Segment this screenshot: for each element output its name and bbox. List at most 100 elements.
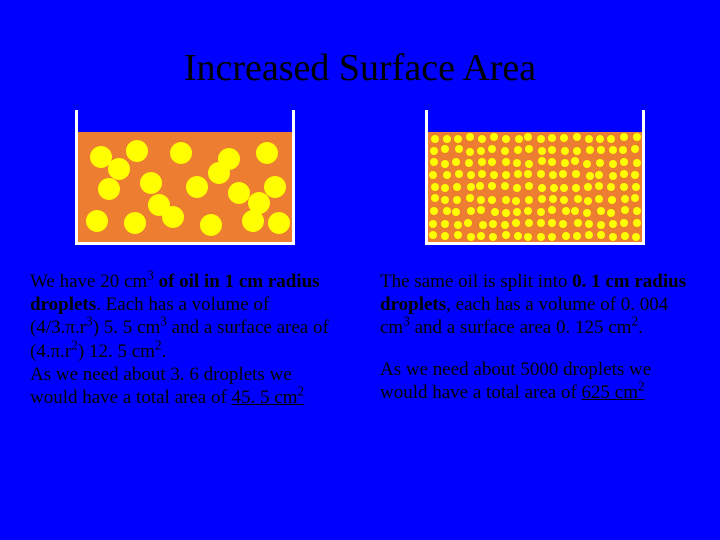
oil-droplet-small (559, 220, 567, 228)
oil-droplet-small (550, 184, 558, 192)
right-paragraph-1: The same oil is split into 0. 1 cm radiu… (380, 270, 690, 340)
oil-droplet-small (441, 184, 449, 192)
oil-droplet-small (633, 207, 641, 215)
oil-droplet-small (620, 170, 628, 178)
oil-droplet-small (597, 221, 605, 229)
oil-droplet-small (633, 219, 641, 227)
oil-droplet-small (454, 231, 462, 239)
oil-droplet-small (584, 183, 592, 191)
oil-droplet-small (453, 183, 461, 191)
oil-droplet-small (621, 232, 629, 240)
oil-droplet-large (268, 212, 290, 234)
oil-droplet-small (631, 171, 639, 179)
oil-droplet-small (502, 196, 510, 204)
oil-droplet-small (512, 219, 520, 227)
oil-droplet-small (431, 183, 439, 191)
right-column: The same oil is split into 0. 1 cm radiu… (380, 110, 690, 409)
oil-droplet-small (561, 147, 569, 155)
left-column: We have 20 cm3 of oil in 1 cm radius dro… (30, 110, 340, 409)
oil-droplet-small (430, 147, 438, 155)
oil-droplet-large (124, 212, 146, 234)
beaker-wall-right (292, 110, 295, 245)
beaker-wall-right (642, 110, 645, 245)
oil-droplet-small (512, 197, 520, 205)
oil-droplet-small (560, 184, 568, 192)
oil-droplet-small (443, 207, 451, 215)
oil-droplet-small (488, 145, 496, 153)
oil-droplet-small (548, 134, 556, 142)
oil-droplet-small (502, 231, 510, 239)
oil-droplet-large (208, 162, 230, 184)
oil-droplet-small (537, 208, 545, 216)
oil-droplet-small (584, 197, 592, 205)
oil-droplet-small (490, 133, 498, 141)
left-fluid (78, 132, 292, 242)
oil-droplet-small (585, 220, 593, 228)
oil-droplet-small (537, 135, 545, 143)
oil-droplet-small (502, 158, 510, 166)
oil-droplet-small (477, 147, 485, 155)
oil-droplet-small (479, 221, 487, 229)
oil-droplet-small (430, 158, 438, 166)
oil-droplet-small (489, 233, 497, 241)
oil-droplet-small (465, 159, 473, 167)
oil-droplet-small (548, 146, 556, 154)
oil-droplet-small (525, 182, 533, 190)
oil-droplet-small (595, 171, 603, 179)
oil-droplet-small (502, 171, 510, 179)
oil-droplet-small (524, 170, 532, 178)
oil-droplet-small (477, 196, 485, 204)
oil-droplet-small (585, 135, 593, 143)
oil-droplet-small (548, 206, 556, 214)
oil-droplet-small (502, 135, 510, 143)
oil-droplet-small (537, 233, 545, 241)
oil-droplet-small (549, 195, 557, 203)
oil-droplet-small (595, 182, 603, 190)
oil-droplet-small (609, 160, 617, 168)
oil-droplet-small (502, 209, 510, 217)
oil-droplet-small (548, 158, 556, 166)
oil-droplet-small (490, 171, 498, 179)
oil-droplet-small (441, 220, 449, 228)
oil-droplet-large (126, 140, 148, 162)
oil-droplet-small (595, 195, 603, 203)
oil-droplet-small (429, 231, 437, 239)
oil-droplet-small (513, 159, 521, 167)
oil-droplet-small (441, 196, 449, 204)
right-beaker (425, 110, 645, 245)
oil-droplet-small (466, 148, 474, 156)
oil-droplet-small (514, 170, 522, 178)
right-fluid (428, 132, 642, 242)
left-paragraph: We have 20 cm3 of oil in 1 cm radius dro… (30, 270, 340, 409)
oil-droplet-small (454, 221, 462, 229)
oil-droplet-small (467, 183, 475, 191)
oil-droplet-small (525, 196, 533, 204)
oil-droplet-small (431, 135, 439, 143)
oil-droplet-small (477, 232, 485, 240)
oil-droplet-small (597, 231, 605, 239)
oil-droplet-small (488, 196, 496, 204)
oil-droplet-large (228, 182, 250, 204)
oil-droplet-small (631, 194, 639, 202)
oil-droplet-small (429, 171, 437, 179)
oil-droplet-small (537, 219, 545, 227)
oil-droplet-small (431, 194, 439, 202)
oil-droplet-small (562, 232, 570, 240)
oil-droplet-small (514, 146, 522, 154)
oil-droplet-small (573, 147, 581, 155)
oil-droplet-small (538, 184, 546, 192)
oil-droplet-large (186, 176, 208, 198)
oil-droplet-small (574, 219, 582, 227)
oil-droplet-small (597, 207, 605, 215)
oil-droplet-small (572, 184, 580, 192)
oil-droplet-small (501, 221, 509, 229)
oil-droplet-small (515, 135, 523, 143)
oil-droplet-small (525, 219, 533, 227)
oil-droplet-small (621, 206, 629, 214)
oil-droplet-large (108, 158, 130, 180)
right-paragraph-2: As we need about 5000 droplets we would … (380, 358, 690, 404)
oil-droplet-small (538, 157, 546, 165)
oil-droplet-small (441, 160, 449, 168)
oil-droplet-small (488, 182, 496, 190)
oil-droplet-small (452, 158, 460, 166)
